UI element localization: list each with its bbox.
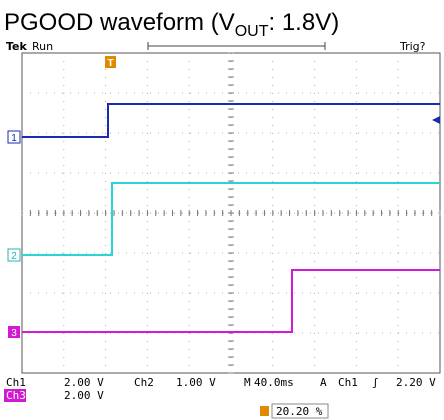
brand: Tek: [6, 40, 28, 53]
trigger-marker: T: [107, 58, 113, 69]
ch3-label: Ch3: [6, 389, 26, 402]
status: Run: [32, 40, 53, 53]
ch3-marker: 3: [11, 328, 17, 339]
ch1-label: Ch1: [6, 376, 26, 389]
trigger-slope: ʃ: [372, 376, 379, 389]
position-icon: [260, 406, 269, 416]
ch2-scale: 1.00 V: [176, 376, 216, 389]
title: PGOOD waveform (VOUT: 1.8V): [4, 9, 339, 40]
ch2-marker: 2: [11, 251, 17, 262]
title-end: : 1.8V): [269, 9, 340, 36]
ch3-scale: 2.00 V: [64, 389, 104, 402]
ch1-scale: 2.00 V: [64, 376, 104, 389]
trigger-level: 2.20 V: [396, 376, 436, 389]
trigger-mode: A: [320, 376, 327, 389]
trigger-source: Ch1: [338, 376, 358, 389]
title-main: PGOOD waveform (V: [4, 9, 235, 36]
title-sub: OUT: [235, 23, 269, 40]
position: 20.20 %: [276, 405, 323, 418]
ch1-marker: 1: [11, 133, 17, 144]
trigger-state: Trig?: [399, 40, 426, 53]
ch2-label: Ch2: [134, 376, 154, 389]
timebase-label: M: [244, 376, 251, 389]
scope-screenshot: PGOOD waveform (VOUT: 1.8V) Tek Run Trig…: [0, 0, 444, 420]
timebase-value: 40.0ms: [254, 376, 294, 389]
